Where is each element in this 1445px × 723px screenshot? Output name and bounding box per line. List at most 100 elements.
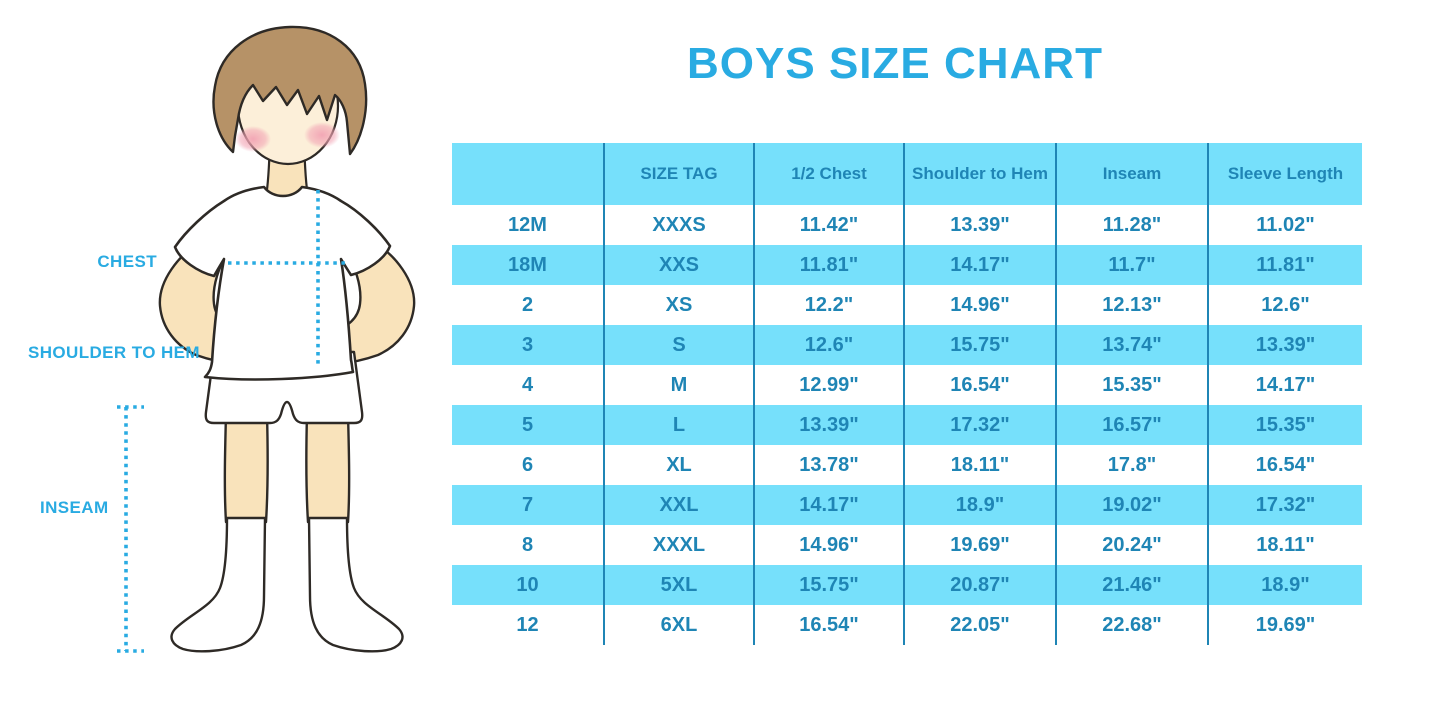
column-header-size (452, 143, 603, 205)
size-label-cell: 18M (508, 253, 547, 276)
measurement-cell: 18.11" (903, 445, 1055, 485)
table-row: 2 XS 12.2" 14.96" 12.13" 12.6" (452, 285, 1362, 325)
measurement-cell: 13.39" (903, 205, 1055, 245)
measurement-cell: 19.69" (903, 525, 1055, 565)
measurement-cell: XL (603, 445, 753, 485)
measurement-cell: 22.68" (1055, 605, 1207, 645)
measurement-cell: 20.87" (903, 565, 1055, 605)
measurement-cell: 20.24" (1055, 525, 1207, 565)
measurement-cell: 16.54" (903, 365, 1055, 405)
measurement-cell: XXXS (603, 205, 753, 245)
measurement-cell: 11.81" (1207, 245, 1362, 285)
table-row: 12 6XL 16.54" 22.05" 22.68" 19.69" (452, 605, 1362, 645)
measurement-cell: 12.13" (1055, 285, 1207, 325)
measurement-cell: 14.96" (903, 285, 1055, 325)
measurement-cell: 13.39" (1207, 325, 1362, 365)
boy-measurement-figure: CHEST SHOULDER TO HEM INSEAM (0, 0, 450, 723)
measurement-cell: 12.6" (1207, 285, 1362, 325)
measurement-cell: 15.75" (903, 325, 1055, 365)
measurement-cell: 11.02" (1207, 205, 1362, 245)
measurement-cell: 18.11" (1207, 525, 1362, 565)
size-label-cell: 8 (521, 533, 534, 556)
measurement-cell: 14.96" (753, 525, 903, 565)
measurement-cell: 14.17" (753, 485, 903, 525)
table-row: 7 XXL 14.17" 18.9" 19.02" 17.32" (452, 485, 1362, 525)
measurement-cell: 19.69" (1207, 605, 1362, 645)
shoulder-to-hem-label: SHOULDER TO HEM (28, 343, 200, 362)
table-row: 10 5XL 15.75" 20.87" 21.46" 18.9" (452, 565, 1362, 605)
table-row: 12M XXXS 11.42" 13.39" 11.28" 11.02" (452, 205, 1362, 245)
boy-blush-left (235, 126, 271, 152)
column-header-half-chest: 1/2 Chest (753, 143, 903, 205)
size-label-cell: 6 (521, 453, 534, 476)
table-row: 3 S 12.6" 15.75" 13.74" 13.39" (452, 325, 1362, 365)
measurement-cell: 17.32" (903, 405, 1055, 445)
measurement-cell: 18.9" (1207, 565, 1362, 605)
boy-hair (212, 25, 368, 156)
size-label-cell: 2 (521, 293, 534, 316)
measurement-cell: 13.39" (753, 405, 903, 445)
measurement-cell: 15.75" (753, 565, 903, 605)
measurement-cell: 11.81" (753, 245, 903, 285)
measurement-cell: 19.02" (1055, 485, 1207, 525)
measurement-cell: 11.7" (1055, 245, 1207, 285)
size-label-cell: 3 (521, 333, 534, 356)
boy-socks (170, 516, 404, 653)
chest-label: CHEST (97, 252, 157, 271)
measurement-cell: S (603, 325, 753, 365)
measurement-cell: 16.57" (1055, 405, 1207, 445)
measurement-cell: 12.2" (753, 285, 903, 325)
measurement-cell: XS (603, 285, 753, 325)
measurement-cell: 15.35" (1207, 405, 1362, 445)
boy-blush-right (304, 122, 340, 148)
measurement-cell: L (603, 405, 753, 445)
measurement-cell: 18.9" (903, 485, 1055, 525)
measurement-cell: 15.35" (1055, 365, 1207, 405)
size-label-cell: 7 (521, 493, 534, 516)
measurement-cell: XXL (603, 485, 753, 525)
boy-shirt (173, 185, 392, 381)
measurement-cell: 16.54" (753, 605, 903, 645)
size-label-cell: 10 (516, 573, 539, 596)
measurement-cell: 13.74" (1055, 325, 1207, 365)
measurement-cell: 11.28" (1055, 205, 1207, 245)
size-table-header: SIZE TAG 1/2 Chest Shoulder to Hem Insea… (452, 143, 1362, 205)
measurement-cell: 12.6" (753, 325, 903, 365)
column-header-size-tag: SIZE TAG (603, 143, 753, 205)
measurement-cell: 14.17" (903, 245, 1055, 285)
measurement-cell: 21.46" (1055, 565, 1207, 605)
measurement-cell: 17.32" (1207, 485, 1362, 525)
size-table: SIZE TAG 1/2 Chest Shoulder to Hem Insea… (452, 143, 1362, 645)
page-title: BOYS SIZE CHART (687, 39, 1103, 88)
column-header-shoulder-to-hem: Shoulder to Hem (903, 143, 1055, 205)
table-row: 5 L 13.39" 17.32" 16.57" 15.35" (452, 405, 1362, 445)
boy-legs (223, 412, 351, 524)
measurement-lines (117, 190, 345, 653)
measurement-cell: 12.99" (753, 365, 903, 405)
measurement-cell: 5XL (603, 565, 753, 605)
measurement-cell: 13.78" (753, 445, 903, 485)
measurement-cell: 16.54" (1207, 445, 1362, 485)
size-label-cell: 4 (521, 373, 534, 396)
table-row: 18M XXS 11.81" 14.17" 11.7" 11.81" (452, 245, 1362, 285)
measurement-cell: 22.05" (903, 605, 1055, 645)
measurement-cell: 6XL (603, 605, 753, 645)
boy-illustration (117, 25, 416, 653)
measurement-cell: XXS (603, 245, 753, 285)
table-row: 4 M 12.99" 16.54" 15.35" 14.17" (452, 365, 1362, 405)
table-row: 8 XXXL 14.96" 19.69" 20.24" 18.11" (452, 525, 1362, 565)
measurement-cell: XXXL (603, 525, 753, 565)
size-label-cell: 12M (508, 213, 547, 236)
inseam-label: INSEAM (40, 498, 109, 517)
size-label-cell: 12 (516, 613, 539, 636)
size-label-cell: 5 (521, 413, 534, 436)
table-row: 6 XL 13.78" 18.11" 17.8" 16.54" (452, 445, 1362, 485)
measurement-cell: M (603, 365, 753, 405)
measurement-cell: 11.42" (753, 205, 903, 245)
measurement-cell: 14.17" (1207, 365, 1362, 405)
measurement-cell: 17.8" (1055, 445, 1207, 485)
column-header-sleeve-length: Sleeve Length (1207, 143, 1362, 205)
column-header-inseam: Inseam (1055, 143, 1207, 205)
size-table-body: 12M XXXS 11.42" 13.39" 11.28" 11.02" 18M XXS 11.… (452, 205, 1362, 645)
